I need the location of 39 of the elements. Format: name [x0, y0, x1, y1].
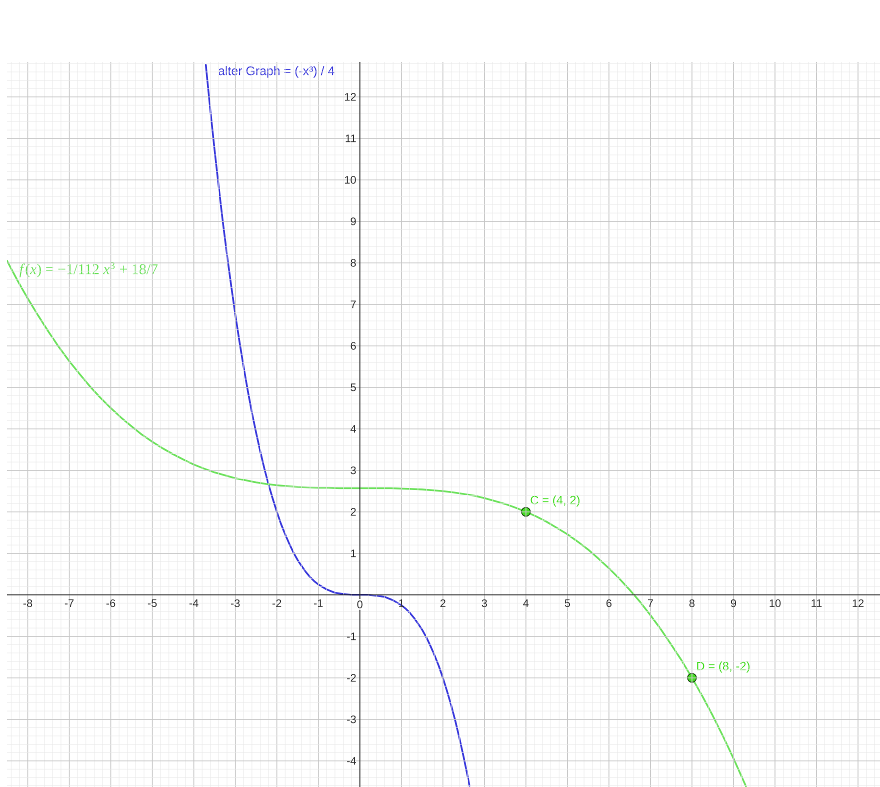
- y-tick-label: 10: [344, 176, 356, 184]
- y-tick-label: 12: [344, 93, 356, 101]
- series-label: alter Graph = (-x³) / 4: [218, 66, 334, 78]
- y-tick-label: -2: [347, 674, 356, 682]
- y-tick-label: 1: [351, 550, 356, 558]
- x-tick-label: 3: [482, 599, 487, 608]
- x-tick-label: -2: [272, 599, 282, 608]
- x-tick-label: 11: [812, 599, 822, 607]
- x-tick-label: 0: [357, 600, 362, 608]
- x-tick-label: 7: [648, 599, 653, 607]
- y-tick-label: 2: [350, 508, 356, 516]
- y-tick-label: 8: [350, 258, 356, 267]
- x-tick-label: 4: [523, 599, 529, 607]
- y-tick-label: -1: [347, 632, 356, 640]
- x-tick-label: -7: [64, 599, 74, 607]
- x-tick-label: 5: [564, 599, 570, 608]
- x-tick-label: 12: [852, 599, 864, 608]
- y-tick-label: -4: [347, 757, 356, 765]
- x-tick-label: -1: [314, 599, 323, 607]
- y-tick-label: 5: [350, 384, 356, 392]
- y-tick-label: 6: [350, 342, 356, 350]
- x-tick-label: -3: [230, 599, 240, 608]
- x-tick-label: -5: [148, 599, 157, 608]
- y-tick-label: -3: [347, 715, 356, 724]
- y-tick-label: 7: [350, 300, 356, 308]
- y-tick-label: 4: [350, 425, 356, 433]
- x-tick-label: 2: [440, 599, 446, 608]
- x-tick-label: 6: [606, 599, 612, 608]
- x-tick-label: 8: [689, 599, 695, 608]
- x-tick-label: -8: [23, 599, 32, 608]
- y-tick-label: 11: [346, 134, 356, 142]
- x-tick-label: 9: [730, 599, 736, 608]
- x-tick-label: 10: [770, 599, 781, 608]
- annotation: D = (8, -2): [697, 662, 750, 673]
- y-tick-label: 3: [350, 466, 356, 474]
- x-tick-label: -4: [189, 599, 198, 607]
- x-tick-label: -6: [106, 599, 116, 608]
- annotation: C = (4, 2): [530, 496, 580, 507]
- y-tick-label: 9: [350, 217, 356, 226]
